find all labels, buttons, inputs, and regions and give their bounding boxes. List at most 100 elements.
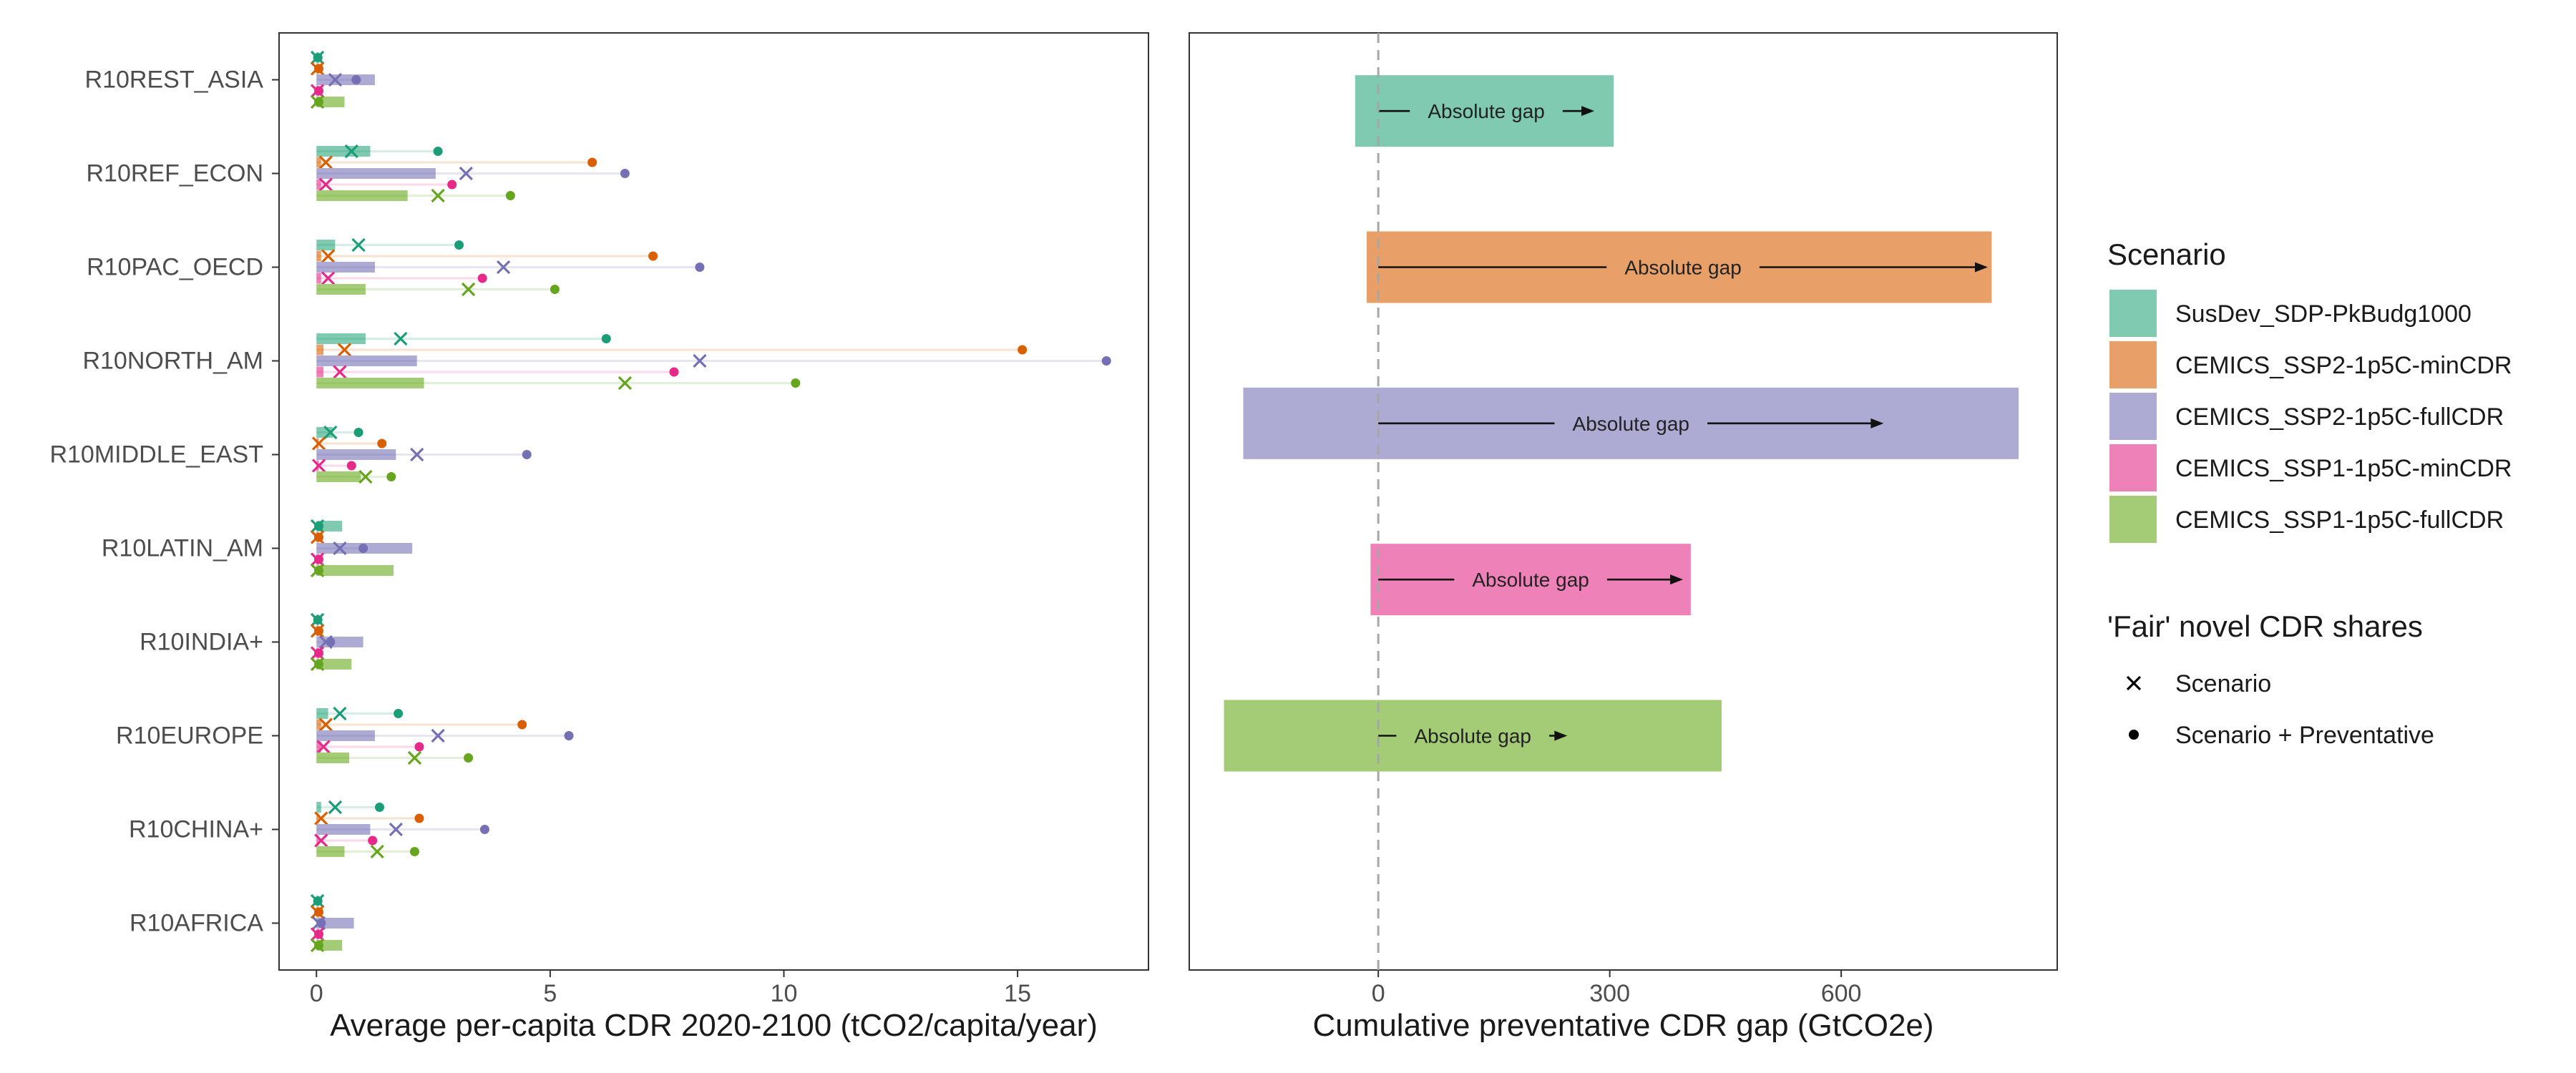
share-point (314, 811, 328, 825)
legend-swatch-cemics-ssp1-1p5c-mincdr (2109, 444, 2157, 491)
legend-label: CEMICS_SSP1-1p5C-minCDR (2175, 455, 2512, 482)
x-tick-label: 300 (1589, 980, 1630, 1007)
share-point (310, 938, 325, 953)
right-panel: Absolute gap Absolute gap Absolute gap Abso… (1189, 32, 2058, 1043)
share-preventative-point (477, 273, 487, 283)
share-point (310, 530, 325, 544)
share-preventative-point (353, 428, 364, 437)
bar-cemics-ssp1-1p5c-fullcdr (316, 190, 408, 201)
gap-arrow-head (1581, 106, 1595, 117)
share-point (370, 844, 384, 859)
x-axis-title: Cumulative preventative CDR gap (GtCO2e) (1312, 1008, 1933, 1043)
share-point (310, 94, 325, 109)
share-point (394, 331, 408, 346)
share-preventative-point (517, 720, 527, 730)
share-preventative-point (394, 709, 404, 718)
share-point (318, 635, 333, 650)
bar-cemics-ssp1-1p5c-mincdr (316, 273, 321, 284)
share-point (310, 84, 325, 98)
gap-bar-cemics-ssp2-1p5c-fullcdr (1243, 387, 2019, 459)
bar-cemics-ssp1-1p5c-fullcdr (316, 565, 394, 576)
share-preventative-point (1018, 345, 1028, 355)
bar-cemics-ssp1-1p5c-fullcdr (316, 940, 343, 951)
y-tick-label: R10MIDDLE_EAST (49, 441, 263, 469)
x-tick-label: 0 (310, 980, 323, 1007)
y-tick-label: R10LATIN_AM (102, 535, 263, 562)
right-panel-border (1189, 32, 2058, 971)
bar-cemics-ssp2-1p5c-fullcdr (316, 730, 375, 741)
legend-symbol-dot (2129, 730, 2139, 740)
share-point (310, 612, 325, 627)
share-preventative-point (414, 742, 424, 752)
x-tick-label: 600 (1821, 980, 1862, 1007)
share-point (333, 706, 347, 721)
bar-cemics-ssp2-1p5c-mincdr (316, 813, 319, 824)
bar-cemics-ssp2-1p5c-mincdr (316, 344, 324, 356)
bar-cemics-ssp2-1p5c-fullcdr (316, 824, 371, 835)
share-preventative-point (374, 803, 384, 812)
share-preventative-point (316, 918, 326, 928)
share-point (459, 166, 473, 181)
share-point (316, 740, 331, 754)
share-preventative-point (454, 240, 464, 250)
y-tick-label: R10PAC_OECD (87, 254, 263, 281)
share-point (461, 282, 476, 297)
share-point (314, 833, 328, 848)
share-point (431, 188, 445, 203)
share-preventative-point (564, 731, 574, 740)
bar-cemics-ssp1-1p5c-mincdr (316, 366, 324, 378)
gap-arrow-head (1554, 730, 1568, 741)
bar-cemics-ssp1-1p5c-fullcdr (316, 471, 361, 482)
gap-arrow-label: Absolute gap (1472, 569, 1589, 591)
bar-cemics-ssp1-1p5c-fullcdr (316, 659, 352, 670)
share-point (358, 469, 373, 484)
share-point (337, 343, 352, 357)
bar-cemics-ssp2-1p5c-fullcdr (316, 449, 396, 460)
share-point (318, 177, 333, 192)
share-preventative-point (377, 438, 387, 449)
legend: Scenario SusDev_SDP-PkBudg1000 CEMICS_SSP2… (2107, 237, 2512, 749)
share-preventative-point (620, 169, 630, 178)
share-preventative-point (601, 334, 611, 343)
y-tick-label: R10NORTH_AM (82, 348, 263, 375)
legend-label: CEMICS_SSP2-1p5C-fullCDR (2175, 403, 2504, 431)
share-preventative-point (550, 285, 560, 294)
bar-cemics-ssp1-1p5c-fullcdr (316, 846, 345, 857)
share-point (351, 237, 366, 253)
share-point (389, 822, 403, 837)
share-point (310, 646, 325, 660)
share-point (328, 800, 343, 815)
share-point (333, 365, 347, 379)
x-tick-label: 5 (543, 980, 557, 1007)
legend-label: Scenario + Preventative (2175, 722, 2434, 749)
bar-cemics-ssp1-1p5c-fullcdr (316, 97, 345, 107)
legend-swatch-susdev-sdp-pkbudg1000 (2109, 290, 2157, 337)
bar-cemics-ssp1-1p5c-mincdr (316, 179, 321, 190)
x-tick-label: 15 (1004, 980, 1031, 1007)
y-tick-label: R10AFRICA (130, 910, 263, 937)
share-point (310, 563, 325, 578)
share-preventative-point (587, 157, 597, 167)
share-preventative-point (695, 263, 705, 272)
x-tick-label: 10 (771, 980, 798, 1007)
share-preventative-point (464, 753, 474, 763)
share-preventative-point (522, 450, 532, 459)
y-tick-label: R10EUROPE (116, 722, 263, 750)
share-point (311, 916, 326, 931)
bar-susdev-sdp-pkbudg1000 (316, 521, 343, 531)
share-point (496, 260, 511, 275)
left-panel-border (278, 32, 1149, 971)
gap-arrow-head (1974, 262, 1988, 273)
share-point (344, 144, 358, 159)
gap-arrow-head (1870, 418, 1884, 428)
share-point (310, 893, 325, 908)
bar-susdev-sdp-pkbudg1000 (316, 333, 366, 344)
share-preventative-point (791, 378, 801, 388)
share-point (311, 436, 326, 451)
share-point (328, 72, 343, 87)
share-preventative-point (447, 180, 457, 190)
share-point (693, 353, 707, 368)
share-point (310, 50, 325, 65)
share-point (323, 425, 338, 440)
